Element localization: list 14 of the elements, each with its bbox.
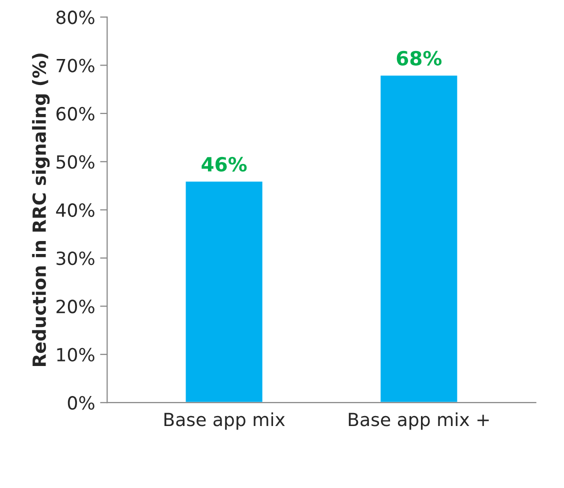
y-tick-label: 0% [68,396,94,410]
y-tick-label: 70% [56,58,94,72]
data-label: 68% [396,50,442,66]
y-tick-label: 50% [56,155,94,169]
y-tick-label: 40% [56,203,94,217]
y-tick-label: 80% [56,10,94,24]
y-axis-title: Reduction in RRC signaling (%) [32,54,50,366]
y-tick-label: 30% [56,251,94,266]
x-tick-label: Base app mix [164,412,285,430]
x-tick-label: Base app mix + [348,412,489,430]
y-tick-label: 20% [56,300,94,314]
data-label: 46% [202,156,247,172]
y-tick-label: 60% [56,106,94,121]
y-tick-label: 10% [57,348,94,362]
